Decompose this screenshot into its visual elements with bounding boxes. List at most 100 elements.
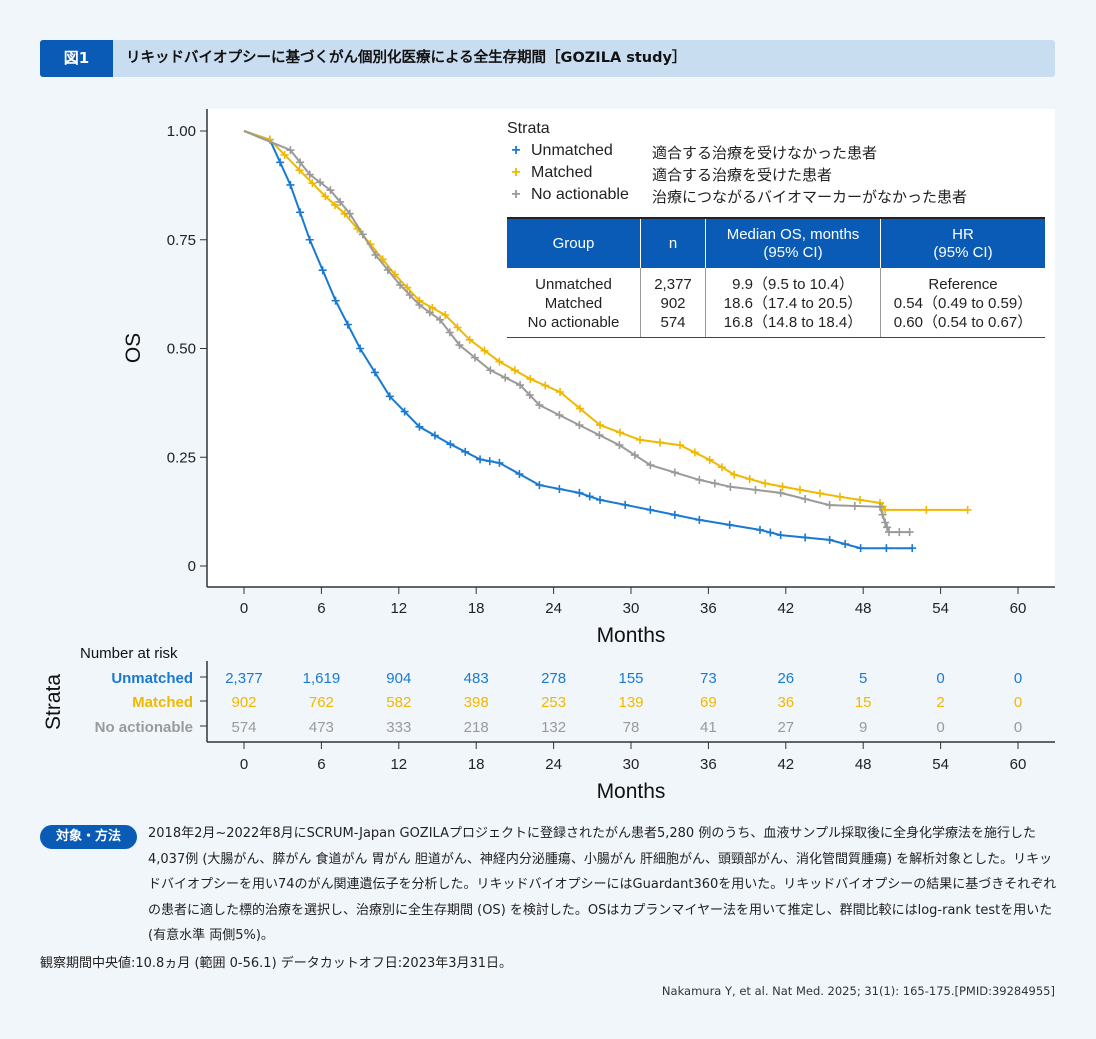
censor-mark	[630, 451, 639, 460]
risk-x-tick-label: 60	[1010, 756, 1027, 773]
censor-mark	[465, 335, 474, 344]
censor-mark	[383, 265, 392, 274]
censor-mark	[585, 492, 594, 501]
censor-mark	[882, 544, 891, 553]
censor-mark	[717, 463, 726, 472]
risk-x-tick-label: 12	[390, 756, 407, 773]
censor-mark	[636, 435, 645, 444]
censor-mark	[345, 209, 354, 218]
censor-mark	[856, 544, 865, 553]
risk-x-tick-label: 42	[777, 756, 794, 773]
risk-value: 278	[541, 670, 566, 687]
censor-mark	[881, 505, 890, 514]
risk-table-xlabel: Months	[597, 780, 666, 803]
risk-value: 902	[231, 694, 256, 711]
censor-mark	[495, 357, 504, 366]
x-tick-label: 60	[1010, 600, 1027, 617]
censor-mark	[730, 470, 739, 479]
risk-x-tick-label: 24	[545, 756, 562, 773]
legend-item-matched: + Matched 適合する治療を受けた患者	[507, 164, 832, 184]
risk-x-tick-label: 54	[932, 756, 949, 773]
legend-label: Matched	[531, 164, 593, 181]
y-tick-label: 1.00	[167, 123, 196, 140]
censor-mark	[330, 200, 339, 209]
censor-mark	[415, 301, 424, 309]
censor-mark	[855, 495, 864, 504]
censor-mark	[535, 481, 544, 490]
table-row: Matched 902 18.6（17.4 to 20.5） 0.54（0.49 to…	[507, 294, 1045, 313]
censor-mark	[461, 447, 470, 456]
risk-value: 27	[777, 719, 794, 736]
risk-value: 15	[855, 694, 872, 711]
col-header-n: n	[640, 217, 706, 268]
censor-mark	[596, 495, 605, 504]
table-row: No actionable 574 16.8（14.8 to 18.4） 0.60（0…	[507, 313, 1045, 337]
censor-mark	[525, 391, 534, 400]
censor-mark	[455, 341, 464, 350]
citation: Nakamura Y, et al. Nat Med. 2025; 31(1):…	[661, 984, 1055, 998]
censor-mark	[453, 323, 462, 332]
risk-value: 398	[464, 694, 489, 711]
legend-label: No actionable	[531, 186, 629, 203]
censor-mark	[825, 535, 834, 544]
legend-item-no-actionable: + No actionable 治療につながるバイオマーカーがなかった患者	[507, 186, 967, 206]
censor-mark	[510, 366, 519, 375]
methods-label: 対象・方法	[40, 825, 137, 849]
risk-value: 78	[623, 719, 640, 736]
censor-plus-icon: +	[511, 164, 521, 181]
censor-mark	[555, 411, 564, 420]
legend-label: Unmatched	[531, 142, 613, 159]
risk-value: 36	[777, 694, 794, 711]
risk-value: 26	[777, 670, 794, 687]
censor-mark	[305, 170, 314, 179]
x-tick-label: 24	[545, 600, 562, 617]
risk-x-tick-label: 0	[240, 756, 248, 773]
table-row: Unmatched 2,377 9.9（9.5 to 10.4） Reference	[507, 268, 1045, 294]
censor-mark	[541, 381, 550, 390]
risk-value: 41	[700, 719, 717, 736]
risk-value: 2	[936, 694, 944, 711]
risk-value: 139	[618, 694, 643, 711]
censor-mark	[515, 469, 524, 478]
risk-row-label: Matched	[132, 694, 193, 711]
x-axis-label: Months	[597, 624, 666, 647]
censor-mark	[575, 421, 584, 430]
censor-mark	[776, 488, 785, 497]
plot-area	[207, 109, 1055, 587]
censor-mark	[776, 531, 785, 540]
censor-mark	[295, 166, 304, 175]
risk-value: 9	[859, 719, 867, 736]
censor-plus-icon: +	[511, 142, 521, 159]
x-tick-label: 12	[390, 600, 407, 617]
censor-mark	[778, 482, 787, 491]
risk-value: 0	[1014, 694, 1022, 711]
risk-x-tick-label: 6	[317, 756, 325, 773]
censor-mark	[555, 485, 564, 494]
methods-text: 2018年2月~2022年8月にSCRUM-Japan GOZILAプロジェクト…	[148, 826, 1057, 944]
censor-mark	[801, 495, 810, 504]
censor-mark	[908, 544, 917, 553]
censor-mark	[705, 455, 714, 464]
censor-mark	[922, 505, 931, 514]
cell: Reference	[880, 268, 1045, 294]
censor-mark	[616, 428, 625, 437]
censor-mark	[343, 320, 352, 329]
censor-mark	[766, 528, 775, 537]
y-tick-label: 0	[188, 558, 196, 575]
censor-mark	[850, 501, 859, 510]
censor-mark	[486, 366, 495, 375]
risk-value: 582	[386, 694, 411, 711]
censor-mark	[751, 485, 760, 494]
censor-mark	[725, 520, 734, 529]
legend-description: 適合する治療を受けなかった患者	[652, 144, 878, 162]
censor-mark	[646, 505, 655, 514]
censor-mark	[430, 431, 439, 440]
censor-mark	[535, 401, 544, 410]
cell: 902	[640, 294, 706, 313]
censor-mark	[596, 421, 605, 430]
col-header-median: Median OS, months (95% CI)	[705, 217, 881, 268]
figure-label: 図1	[40, 40, 113, 77]
censor-mark	[881, 518, 890, 527]
x-tick-label: 30	[623, 600, 640, 617]
